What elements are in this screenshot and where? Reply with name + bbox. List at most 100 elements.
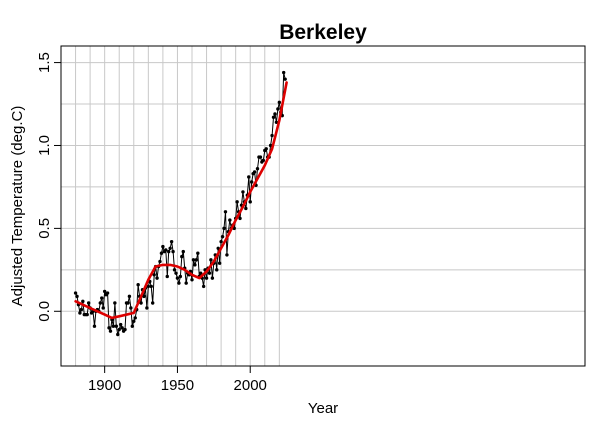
data-point	[273, 112, 277, 116]
data-point	[169, 239, 174, 244]
y-tick-label: 0.5	[36, 218, 53, 239]
data-point	[220, 234, 225, 239]
data-point	[209, 258, 213, 262]
y-tick-label: 1.5	[36, 52, 53, 73]
data-point	[139, 301, 143, 305]
data-point	[252, 170, 257, 174]
y-axis-label: Adjusted Temperature (deg.C)	[9, 106, 26, 307]
data-point	[277, 100, 282, 105]
y-tick-label: 1.0	[36, 135, 53, 156]
x-axis-label: Year	[308, 400, 338, 417]
data-point	[123, 327, 127, 332]
data-point	[178, 274, 183, 279]
grid	[61, 46, 585, 366]
data-point	[165, 274, 169, 279]
data-point	[168, 246, 172, 250]
data-point	[116, 332, 120, 337]
data-point	[100, 296, 104, 300]
data-point	[172, 268, 177, 272]
data-point	[216, 246, 220, 250]
data-point	[146, 284, 151, 289]
data-point	[78, 311, 82, 315]
data-point	[126, 301, 130, 305]
x-tick-label: 1900	[88, 377, 121, 394]
data-point	[85, 312, 89, 317]
data-point	[210, 276, 215, 280]
data-point	[244, 206, 248, 211]
data-point	[271, 115, 276, 119]
data-point	[164, 248, 168, 252]
data-point	[101, 306, 105, 310]
data-point	[81, 299, 85, 304]
data-point	[158, 259, 162, 264]
data-point	[142, 294, 146, 299]
data-point	[276, 107, 280, 111]
data-point	[225, 253, 229, 257]
x-tick-label: 1950	[161, 377, 194, 394]
data-point	[161, 244, 165, 249]
data-point	[177, 281, 181, 285]
data-point	[149, 284, 153, 289]
data-point	[180, 254, 184, 259]
data-point	[86, 301, 91, 305]
data-point	[117, 327, 121, 332]
data-point	[228, 218, 232, 222]
data-point	[238, 216, 242, 221]
data-point	[175, 276, 180, 280]
data-point	[204, 276, 209, 280]
data-point	[191, 258, 196, 262]
data-point	[261, 158, 266, 163]
data-point	[282, 70, 286, 75]
data-point	[155, 276, 159, 280]
data-point	[107, 326, 111, 330]
plot-frame	[60, 45, 586, 367]
y-axis: 0.0 0.5 1.0 1.5	[36, 52, 61, 322]
data-point	[113, 301, 117, 305]
data-point	[132, 319, 136, 323]
x-axis: 1900 1950 2000	[88, 365, 267, 394]
data-point	[249, 180, 254, 184]
data-point	[79, 307, 84, 312]
data-point	[217, 261, 222, 265]
data-point	[274, 120, 279, 124]
data-point	[98, 301, 103, 305]
data-point	[159, 251, 164, 255]
data-point	[255, 166, 260, 171]
data-point	[129, 306, 133, 310]
data-point	[181, 249, 185, 254]
data-point	[222, 226, 226, 231]
data-point	[184, 281, 188, 285]
data-point	[111, 324, 116, 328]
chart-title: Berkeley	[279, 21, 367, 44]
data-point	[171, 249, 175, 254]
series	[73, 70, 288, 337]
data-point	[201, 284, 206, 289]
data-point	[92, 324, 97, 328]
data-point	[264, 147, 268, 151]
data-point	[152, 273, 156, 277]
data-point	[219, 239, 223, 244]
data-point	[118, 322, 123, 327]
data-point	[130, 324, 135, 328]
data-point	[167, 249, 171, 254]
y-tick-label: 0.0	[36, 301, 53, 322]
data-point	[145, 306, 149, 310]
data-point	[199, 271, 203, 275]
data-point	[241, 190, 245, 194]
data-point	[108, 329, 113, 333]
data-point	[248, 200, 252, 204]
data-point	[174, 271, 178, 275]
data-point	[114, 324, 119, 328]
data-point	[133, 316, 137, 320]
data-point	[105, 291, 110, 295]
data-point	[136, 283, 140, 287]
data-point	[196, 251, 200, 255]
data-point	[73, 291, 78, 295]
data-point	[223, 210, 228, 214]
data-point	[120, 326, 124, 330]
data-point	[258, 155, 263, 159]
data-point	[75, 294, 79, 299]
data-point	[283, 77, 287, 81]
data-point	[127, 294, 132, 299]
